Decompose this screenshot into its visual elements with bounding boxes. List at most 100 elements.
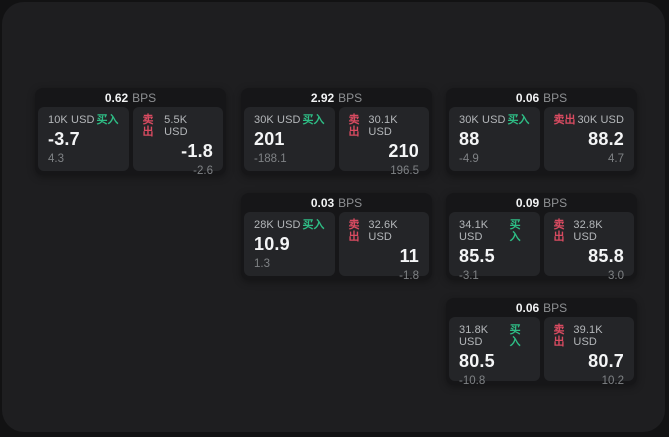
card-header: 0.62 BPS: [35, 88, 226, 107]
card-header: 0.09 BPS: [446, 193, 637, 212]
buy-top-row: 30K USD 买入: [459, 114, 530, 126]
app-window: 0.62 BPS 10K USD 买入 -3.7 4.3 卖出 5.5K USD: [2, 2, 665, 432]
buy-top-row: 31.8K USD 买入: [459, 324, 530, 348]
buy-amount: 10K USD: [48, 114, 95, 126]
bps-value: 2.92: [310, 90, 335, 105]
sell-top-row: 卖出 30.1K USD: [349, 114, 420, 138]
bps-unit-label: BPS: [338, 195, 363, 210]
quote-card[interactable]: 0.03 BPS 28K USD 买入 10.9 1.3 卖出 32.6K US…: [241, 193, 432, 282]
sell-change: -1.8: [399, 270, 419, 282]
buy-label: 买入: [509, 324, 521, 348]
buy-change: 4.3: [48, 153, 64, 165]
buy-label: 买入: [509, 219, 521, 243]
buy-amount: 34.1K USD: [459, 219, 489, 243]
sell-panel[interactable]: 卖出 30K USD 88.2 4.7: [543, 107, 634, 171]
bps-value: 0.06: [515, 90, 540, 105]
buy-change: -3.1: [459, 270, 479, 282]
bps-unit-label: BPS: [338, 90, 363, 105]
buy-panel[interactable]: 30K USD 买入 88 -4.9: [449, 107, 540, 171]
sell-change: 4.7: [608, 153, 624, 165]
buy-panel[interactable]: 30K USD 买入 201 -188.1: [244, 107, 335, 171]
card-body: 30K USD 买入 201 -188.1 卖出 30.1K USD 210 1…: [241, 107, 432, 177]
card-body: 28K USD 买入 10.9 1.3 卖出 32.6K USD 11 -1.8: [241, 212, 432, 282]
buy-amount: 31.8K USD: [459, 324, 489, 348]
quote-card[interactable]: 2.92 BPS 30K USD 买入 201 -188.1 卖出 30.1K …: [241, 88, 432, 177]
sell-label: 卖出: [142, 114, 154, 138]
buy-change: -188.1: [254, 153, 287, 165]
bps-value: 0.03: [310, 195, 335, 210]
sell-panel[interactable]: 卖出 5.5K USD -1.8 -2.6: [132, 107, 223, 177]
buy-price: -3.7: [48, 129, 80, 149]
sell-top-row: 卖出 39.1K USD: [554, 324, 625, 348]
sell-label: 卖出: [553, 114, 576, 126]
card-header: 2.92 BPS: [241, 88, 432, 107]
sell-amount: 30K USD: [577, 114, 624, 126]
sell-price: -1.8: [181, 141, 213, 161]
bps-unit-label: BPS: [543, 195, 568, 210]
sell-price: 11: [399, 246, 419, 266]
sell-change: 196.5: [390, 165, 419, 177]
buy-amount: 30K USD: [459, 114, 506, 126]
sell-label: 卖出: [348, 219, 360, 243]
quote-card[interactable]: 0.06 BPS 31.8K USD 买入 80.5 -10.8 卖出 39.1…: [446, 298, 637, 387]
sell-top-row: 卖出 32.6K USD: [349, 219, 420, 243]
bps-unit-label: BPS: [543, 300, 568, 315]
buy-label: 买入: [507, 114, 530, 126]
bps-value: 0.62: [104, 90, 129, 105]
sell-amount: 30.1K USD: [368, 114, 398, 138]
sell-amount: 32.6K USD: [368, 219, 398, 243]
buy-top-row: 10K USD 买入: [48, 114, 119, 126]
bps-value: 0.06: [515, 300, 540, 315]
sell-change: 3.0: [608, 270, 624, 282]
buy-amount: 30K USD: [254, 114, 301, 126]
buy-panel[interactable]: 31.8K USD 买入 80.5 -10.8: [449, 317, 540, 387]
sell-panel[interactable]: 卖出 32.6K USD 11 -1.8: [338, 212, 429, 282]
buy-price: 201: [254, 129, 285, 149]
sell-price: 210: [388, 141, 419, 161]
quote-card[interactable]: 0.09 BPS 34.1K USD 买入 85.5 -3.1 卖出 32.8K…: [446, 193, 637, 282]
sell-label: 卖出: [553, 219, 565, 243]
sell-change: 10.2: [601, 375, 624, 387]
buy-amount: 28K USD: [254, 219, 301, 231]
sell-top-row: 卖出 30K USD: [554, 114, 625, 126]
sell-top-row: 卖出 32.8K USD: [554, 219, 625, 243]
buy-change: -4.9: [459, 153, 479, 165]
buy-price: 10.9: [254, 234, 290, 254]
buy-label: 买入: [302, 219, 325, 231]
buy-label: 买入: [96, 114, 119, 126]
sell-price: 88.2: [588, 129, 624, 149]
sell-amount: 32.8K USD: [573, 219, 603, 243]
sell-change: -2.6: [193, 165, 213, 177]
sell-top-row: 卖出 5.5K USD: [143, 114, 214, 138]
buy-change: 1.3: [254, 258, 270, 270]
card-header: 0.03 BPS: [241, 193, 432, 212]
sell-panel[interactable]: 卖出 32.8K USD 85.8 3.0: [543, 212, 634, 282]
card-body: 10K USD 买入 -3.7 4.3 卖出 5.5K USD -1.8 -2.…: [35, 107, 226, 177]
card-body: 31.8K USD 买入 80.5 -10.8 卖出 39.1K USD 80.…: [446, 317, 637, 387]
buy-panel[interactable]: 28K USD 买入 10.9 1.3: [244, 212, 335, 276]
buy-change: -10.8: [459, 375, 486, 387]
sell-amount: 39.1K USD: [573, 324, 603, 348]
bps-value: 0.09: [515, 195, 540, 210]
buy-panel[interactable]: 10K USD 买入 -3.7 4.3: [38, 107, 129, 171]
buy-top-row: 30K USD 买入: [254, 114, 325, 126]
sell-label: 卖出: [348, 114, 360, 138]
sell-panel[interactable]: 卖出 39.1K USD 80.7 10.2: [543, 317, 634, 387]
buy-top-row: 28K USD 买入: [254, 219, 325, 231]
quote-card[interactable]: 0.62 BPS 10K USD 买入 -3.7 4.3 卖出 5.5K USD: [35, 88, 226, 177]
bps-unit-label: BPS: [543, 90, 568, 105]
sell-label: 卖出: [553, 324, 565, 348]
quote-card[interactable]: 0.06 BPS 30K USD 买入 88 -4.9 卖出 30K USD: [446, 88, 637, 175]
sell-price: 85.8: [588, 246, 624, 266]
buy-label: 买入: [302, 114, 325, 126]
card-header: 0.06 BPS: [446, 88, 637, 107]
card-body: 34.1K USD 买入 85.5 -3.1 卖出 32.8K USD 85.8…: [446, 212, 637, 282]
buy-panel[interactable]: 34.1K USD 买入 85.5 -3.1: [449, 212, 540, 282]
buy-top-row: 34.1K USD 买入: [459, 219, 530, 243]
card-body: 30K USD 买入 88 -4.9 卖出 30K USD 88.2 4.7: [446, 107, 637, 171]
sell-panel[interactable]: 卖出 30.1K USD 210 196.5: [338, 107, 429, 177]
buy-price: 88: [459, 129, 480, 149]
sell-price: 80.7: [588, 351, 624, 371]
card-header: 0.06 BPS: [446, 298, 637, 317]
